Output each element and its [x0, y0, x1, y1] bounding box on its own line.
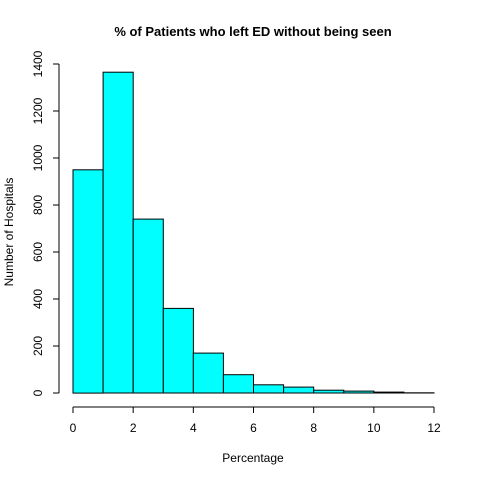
histogram-bar-7: [283, 386, 315, 394]
histogram-bar-10: [373, 391, 405, 394]
x-tick-label-1: 2: [130, 421, 137, 435]
histogram-bar-2: [132, 218, 164, 394]
y-tick-label-5: 1000: [31, 144, 45, 171]
y-axis: 0 200 400 600 800 1000 1200 1400: [31, 50, 60, 396]
histogram-bar-1: [102, 71, 134, 394]
x-axis-label: Percentage: [222, 451, 284, 465]
bars-group: [72, 71, 435, 394]
x-axis: 0 2 4 6 8 10 12: [70, 406, 441, 435]
y-tick-label-1: 200: [31, 336, 45, 356]
histogram-bar-8: [313, 389, 345, 394]
y-axis-label: Number of Hospitals: [2, 178, 16, 287]
x-tick-label-4: 8: [310, 421, 317, 435]
histogram-bar-9: [343, 390, 375, 394]
chart-title: % of Patients who left ED without being …: [114, 24, 391, 39]
x-tick-label-6: 12: [427, 421, 441, 435]
y-tick-label-2: 400: [31, 289, 45, 309]
x-tick-label-3: 6: [250, 421, 257, 435]
x-tick-label-2: 4: [190, 421, 197, 435]
y-tick-label-3: 600: [31, 242, 45, 262]
histogram-bar-5: [222, 374, 254, 394]
histogram-bar-3: [162, 307, 194, 394]
y-tick-label-4: 800: [31, 195, 45, 215]
x-tick-label-0: 0: [70, 421, 77, 435]
x-tick-label-5: 10: [367, 421, 381, 435]
y-tick-label-6: 1200: [31, 97, 45, 124]
y-tick-label-0: 0: [31, 389, 45, 396]
histogram-bar-4: [192, 352, 224, 394]
y-tick-label-7: 1400: [31, 50, 45, 77]
histogram-bar-0: [72, 169, 104, 394]
histogram-bar-6: [253, 384, 285, 394]
